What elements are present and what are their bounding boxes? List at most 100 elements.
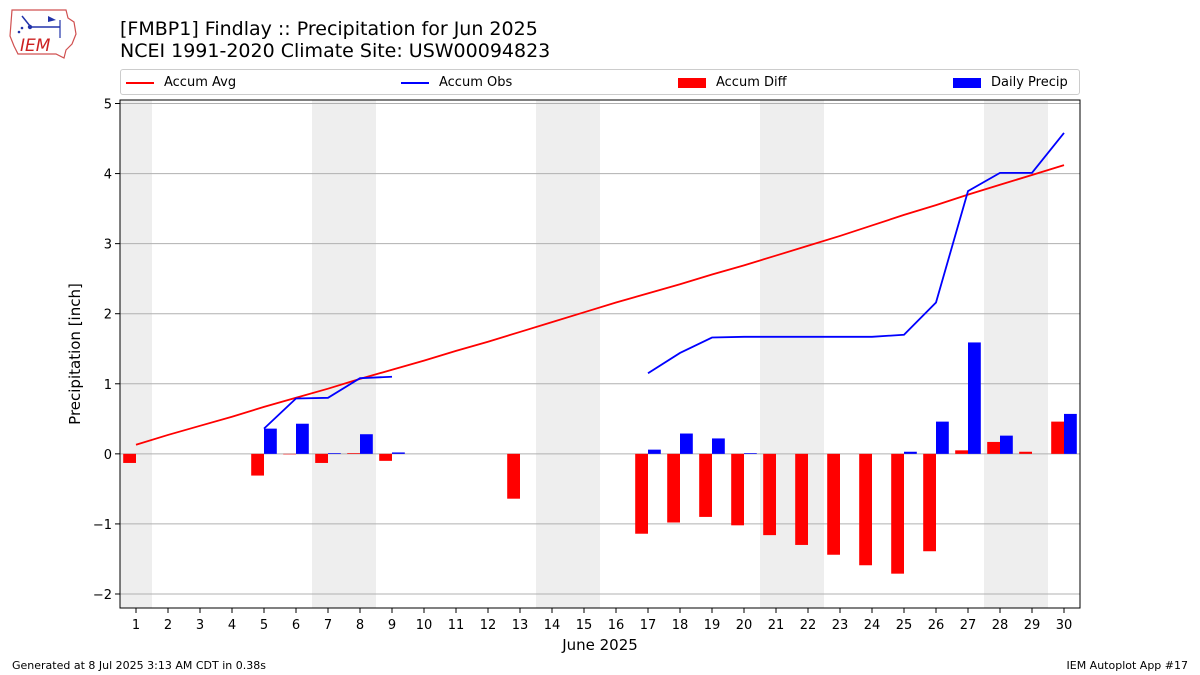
logo-text: IEM (20, 36, 51, 56)
legend-item-accum-diff: Accum Diff (678, 74, 787, 91)
x-tick-label: 28 (992, 618, 1009, 633)
bar-accum-diff (731, 453, 744, 526)
x-tick-label: 2 (164, 618, 172, 633)
x-tick-label: 8 (356, 618, 364, 633)
x-tick-label: 9 (388, 618, 396, 633)
x-tick-label: 1 (132, 618, 140, 633)
y-tick-label: 5 (104, 98, 112, 113)
legend-item-accum-obs: Accum Obs (401, 74, 512, 91)
bar-daily-precip (360, 434, 373, 454)
x-tick-label: 10 (416, 618, 433, 633)
bar-accum-diff (923, 453, 936, 552)
iem-logo-icon: IEM (8, 6, 80, 60)
bar-daily-precip (744, 453, 757, 454)
weekend-band (120, 100, 152, 608)
bar-daily-precip (1064, 413, 1077, 454)
y-tick-label: −1 (93, 518, 112, 533)
bar-accum-diff (635, 453, 648, 534)
x-tick-label: 14 (544, 618, 561, 633)
weekend-band (312, 100, 376, 608)
bar-accum-diff (827, 453, 840, 555)
x-tick-label: 5 (260, 618, 268, 633)
legend-label-accum-diff: Accum Diff (716, 75, 787, 90)
y-axis-label: Precipitation [inch] (66, 283, 84, 425)
x-tick-label: 25 (896, 618, 913, 633)
bar-accum-diff (315, 453, 328, 463)
legend-item-accum-avg: Accum Avg (126, 74, 236, 91)
bar-accum-diff (123, 453, 136, 463)
x-tick-label: 26 (928, 618, 945, 633)
x-axis-label: June 2025 (561, 636, 638, 654)
bar-accum-diff (987, 441, 1000, 454)
chart-subtitle: NCEI 1991-2020 Climate Site: USW00094823 (120, 40, 551, 62)
y-tick-label: 3 (104, 238, 112, 253)
x-tick-label: 22 (800, 618, 817, 633)
bar-accum-diff (667, 453, 680, 523)
bar-daily-precip (392, 452, 405, 454)
bar-daily-precip (904, 451, 917, 454)
bar-daily-precip (712, 438, 725, 454)
bar-daily-precip (936, 421, 949, 454)
line-accum-avg (135, 164, 1065, 446)
x-tick-label: 16 (608, 618, 625, 633)
legend-label-daily-precip: Daily Precip (991, 75, 1068, 90)
bar-accum-diff (955, 450, 968, 454)
x-tick-label: 13 (512, 618, 529, 633)
x-tick-label: 17 (640, 618, 657, 633)
bar-accum-diff (1051, 421, 1064, 454)
x-tick-label: 18 (672, 618, 689, 633)
x-tick-label: 15 (576, 618, 593, 633)
bar-accum-diff (379, 453, 392, 461)
legend: Accum Avg Accum Obs Accum Diff Daily Pre… (120, 69, 1080, 95)
bar-accum-diff (795, 453, 808, 545)
y-tick-label: 1 (104, 378, 112, 393)
bar-accum-diff (251, 453, 264, 476)
x-tick-label: 21 (768, 618, 785, 633)
bar-accum-diff (891, 453, 904, 574)
x-tick-label: 20 (736, 618, 753, 633)
x-tick-label: 29 (1024, 618, 1041, 633)
x-tick-label: 27 (960, 618, 977, 633)
y-tick-label: 4 (104, 168, 112, 183)
bar-daily-precip (680, 433, 693, 454)
bar-daily-precip (968, 342, 981, 454)
bar-daily-precip (648, 449, 661, 454)
weekend-band (984, 100, 1048, 608)
legend-swatch-daily-precip (953, 77, 981, 88)
bar-daily-precip (328, 453, 341, 454)
x-tick-label: 6 (292, 618, 300, 633)
bar-accum-diff (859, 453, 872, 566)
x-tick-label: 11 (448, 618, 465, 633)
x-tick-label: 23 (832, 618, 849, 633)
legend-label-accum-avg: Accum Avg (164, 75, 237, 90)
x-tick-label: 4 (228, 618, 236, 633)
footer-generated: Generated at 8 Jul 2025 3:13 AM CDT in 0… (12, 659, 266, 672)
bar-accum-diff (1019, 451, 1032, 454)
bar-accum-diff (699, 453, 712, 517)
bar-daily-precip (264, 428, 277, 454)
y-tick-label: 0 (104, 448, 112, 463)
line-accum-obs (647, 132, 1065, 375)
weekend-band (536, 100, 600, 608)
y-tick-label: −2 (93, 588, 112, 603)
bar-accum-diff (283, 453, 296, 455)
legend-swatch-accum-diff (678, 77, 706, 88)
x-tick-label: 24 (864, 618, 881, 633)
bar-daily-precip (296, 423, 309, 454)
x-tick-label: 12 (480, 618, 497, 633)
bar-accum-diff (507, 453, 520, 499)
x-tick-label: 30 (1056, 618, 1073, 633)
legend-swatch-accum-obs (401, 81, 429, 84)
legend-swatch-accum-avg (126, 81, 154, 84)
x-tick-label: 7 (324, 618, 332, 633)
x-tick-label: 3 (196, 618, 204, 633)
y-tick-label: 2 (104, 308, 112, 323)
bar-accum-diff (763, 453, 776, 536)
plot-frame (119, 99, 1081, 609)
x-tick-label: 19 (704, 618, 721, 633)
bar-accum-diff (347, 453, 360, 454)
legend-item-daily-precip: Daily Precip (953, 74, 1068, 91)
line-accum-obs (263, 375, 393, 430)
footer-app: IEM Autoplot App #17 (1066, 659, 1189, 672)
